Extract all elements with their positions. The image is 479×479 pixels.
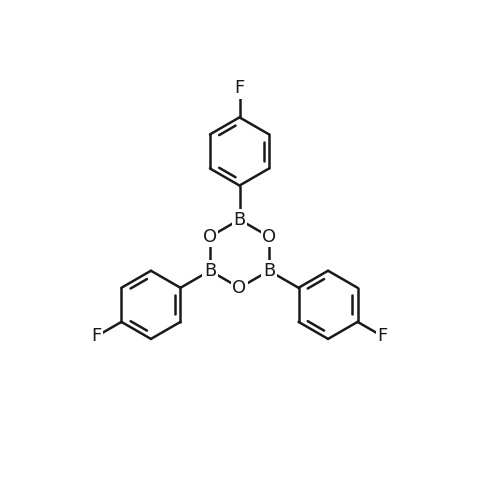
- Text: O: O: [203, 228, 217, 246]
- Text: B: B: [204, 262, 216, 280]
- Text: B: B: [263, 262, 275, 280]
- Text: O: O: [262, 228, 276, 246]
- Text: F: F: [234, 80, 245, 97]
- Text: F: F: [91, 327, 102, 345]
- Text: F: F: [377, 327, 388, 345]
- Text: O: O: [232, 279, 247, 297]
- Text: B: B: [233, 211, 246, 228]
